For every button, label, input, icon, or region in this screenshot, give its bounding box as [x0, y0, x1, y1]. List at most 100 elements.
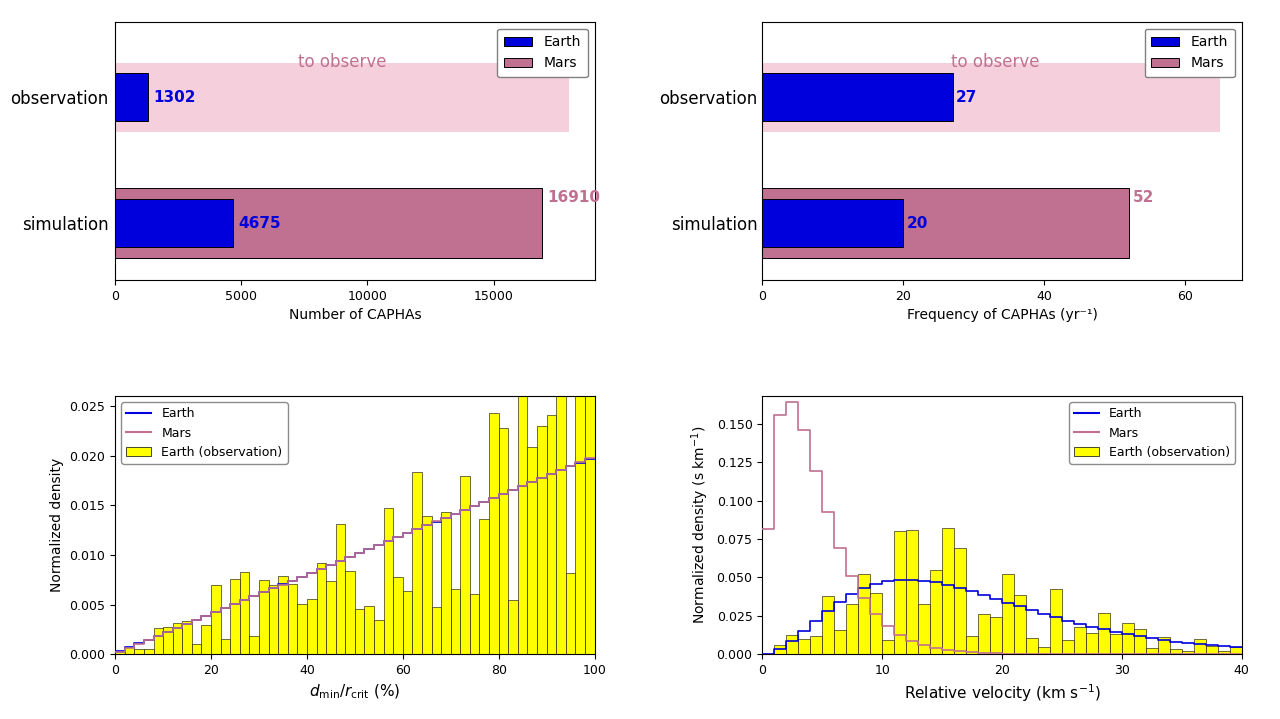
- Bar: [316, 564, 326, 654]
- Bar: [906, 531, 918, 654]
- Text: 16910: 16910: [547, 191, 600, 206]
- Bar: [1110, 634, 1121, 654]
- Legend: Earth, Mars, Earth (observation): Earth, Mars, Earth (observation): [1069, 403, 1235, 464]
- Bar: [1121, 623, 1134, 654]
- Bar: [297, 604, 307, 654]
- Bar: [1134, 629, 1146, 654]
- Text: 4675: 4675: [238, 216, 280, 231]
- Bar: [269, 585, 278, 654]
- Bar: [870, 593, 882, 654]
- Text: 1302: 1302: [154, 90, 196, 105]
- Bar: [124, 647, 134, 654]
- Bar: [1085, 633, 1098, 654]
- Bar: [393, 577, 403, 654]
- Bar: [786, 635, 799, 654]
- X-axis label: Frequency of CAPHAs (yr⁻¹): Frequency of CAPHAs (yr⁻¹): [906, 308, 1097, 322]
- Bar: [942, 528, 954, 654]
- Bar: [355, 609, 365, 654]
- Bar: [931, 570, 942, 654]
- X-axis label: Relative velocity (km s$^{-1}$): Relative velocity (km s$^{-1}$): [904, 682, 1101, 705]
- Bar: [115, 652, 124, 654]
- Bar: [384, 508, 393, 654]
- Bar: [335, 523, 346, 654]
- X-axis label: Number of CAPHAs: Number of CAPHAs: [288, 308, 421, 322]
- Bar: [115, 188, 541, 258]
- Bar: [763, 73, 952, 121]
- Bar: [846, 604, 858, 654]
- Bar: [1038, 647, 1050, 654]
- Bar: [259, 580, 269, 654]
- Bar: [822, 596, 835, 654]
- Bar: [154, 628, 163, 654]
- Bar: [763, 63, 1220, 132]
- Bar: [163, 627, 173, 654]
- Bar: [115, 73, 148, 121]
- Bar: [173, 623, 182, 654]
- Text: to observe: to observe: [951, 53, 1039, 71]
- Bar: [115, 199, 233, 247]
- Bar: [1062, 640, 1074, 654]
- Bar: [278, 577, 288, 654]
- Bar: [134, 649, 143, 654]
- Bar: [489, 413, 499, 654]
- Bar: [1217, 651, 1230, 654]
- Text: 20: 20: [906, 216, 928, 231]
- Bar: [307, 600, 316, 654]
- Bar: [288, 585, 297, 654]
- Bar: [412, 472, 422, 654]
- Bar: [954, 549, 966, 654]
- Bar: [250, 636, 259, 654]
- Bar: [470, 594, 480, 654]
- Bar: [499, 429, 508, 654]
- Bar: [374, 620, 384, 654]
- Bar: [1181, 651, 1194, 654]
- Bar: [1206, 646, 1217, 654]
- Bar: [211, 585, 220, 654]
- Bar: [365, 606, 374, 654]
- Bar: [143, 649, 154, 654]
- Bar: [1157, 637, 1170, 654]
- Bar: [1098, 613, 1110, 654]
- Bar: [1170, 649, 1181, 654]
- Legend: Earth, Mars, Earth (observation): Earth, Mars, Earth (observation): [122, 403, 288, 464]
- Bar: [422, 516, 431, 654]
- Bar: [978, 614, 989, 654]
- Legend: Earth, Mars: Earth, Mars: [498, 29, 588, 78]
- Bar: [326, 581, 335, 654]
- Bar: [1074, 627, 1085, 654]
- Bar: [575, 390, 585, 654]
- Bar: [774, 645, 786, 654]
- Bar: [810, 636, 822, 654]
- Bar: [461, 476, 470, 654]
- Bar: [858, 574, 870, 654]
- Bar: [989, 618, 1002, 654]
- Bar: [1194, 638, 1206, 654]
- Bar: [239, 572, 250, 654]
- Bar: [918, 604, 931, 654]
- Bar: [230, 579, 239, 654]
- Bar: [799, 639, 810, 654]
- Bar: [585, 367, 594, 654]
- Bar: [442, 513, 451, 654]
- Bar: [547, 415, 557, 654]
- Bar: [346, 572, 355, 654]
- Text: to observe: to observe: [298, 53, 387, 71]
- Bar: [1025, 638, 1038, 654]
- X-axis label: $d_{\mathrm{min}}/r_{\mathrm{crit}}$ (%): $d_{\mathrm{min}}/r_{\mathrm{crit}}$ (%): [310, 682, 401, 701]
- Bar: [220, 639, 230, 654]
- Bar: [431, 608, 442, 654]
- Bar: [182, 621, 192, 654]
- Bar: [1146, 648, 1157, 654]
- Bar: [1230, 646, 1242, 654]
- Bar: [557, 370, 566, 654]
- Bar: [966, 636, 978, 654]
- Bar: [538, 426, 547, 654]
- Y-axis label: Normalized density: Normalized density: [50, 458, 64, 592]
- Legend: Earth, Mars: Earth, Mars: [1144, 29, 1235, 78]
- Bar: [192, 644, 201, 654]
- Bar: [763, 199, 904, 247]
- Bar: [518, 377, 527, 654]
- Text: 52: 52: [1133, 191, 1153, 206]
- Text: 27: 27: [956, 90, 978, 105]
- Bar: [403, 590, 412, 654]
